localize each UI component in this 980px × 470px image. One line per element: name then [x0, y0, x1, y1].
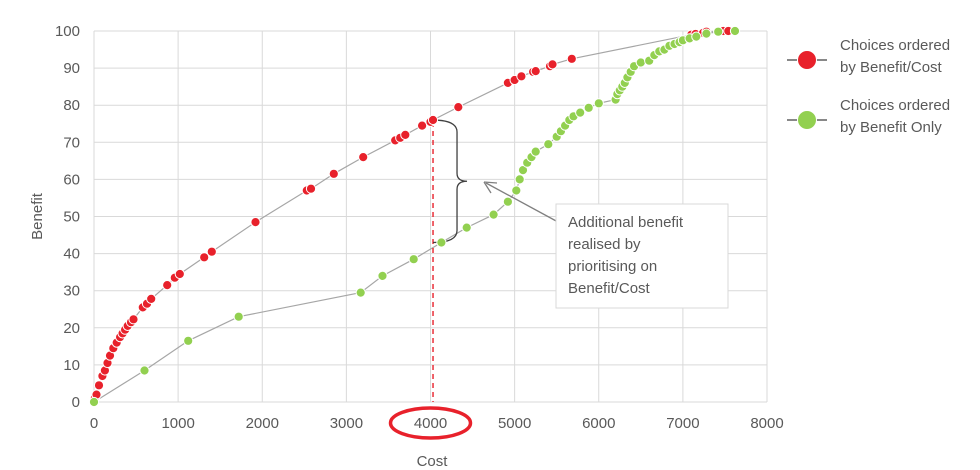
- circled-tick-highlight: [388, 406, 473, 440]
- callout-text-line: Additional benefit: [568, 214, 684, 231]
- y-tick-label: 100: [55, 23, 80, 40]
- legend: Choices ordered by Benefit/Cost Choices …: [787, 37, 950, 136]
- legend-label-line: by Benefit/Cost: [840, 59, 943, 76]
- data-point: [488, 209, 499, 220]
- y-tick-label: 30: [63, 283, 80, 300]
- curly-bracket: [433, 119, 468, 244]
- callout-arrow-head: [483, 181, 498, 194]
- y-axis-label: Benefit: [29, 192, 46, 240]
- legend-label-line: Choices ordered: [840, 97, 950, 114]
- data-point: [530, 66, 541, 77]
- callout-text-line: prioritising on: [568, 258, 657, 275]
- data-point: [206, 246, 217, 257]
- series-points: [88, 25, 741, 408]
- y-tick-label: 40: [63, 246, 80, 263]
- data-point: [400, 129, 411, 140]
- data-point: [162, 280, 173, 291]
- data-point: [139, 365, 150, 376]
- data-point: [88, 396, 100, 408]
- y-tick-label: 90: [63, 60, 80, 77]
- data-point: [417, 120, 428, 131]
- legend-entry-benefit-cost[interactable]: Choices ordered by Benefit/Cost: [787, 37, 950, 76]
- legend-entry-benefit-only[interactable]: Choices ordered by Benefit Only: [787, 97, 950, 136]
- data-point: [566, 53, 577, 64]
- data-point: [691, 31, 702, 42]
- callout-border: [555, 203, 729, 309]
- callout-text-line: Benefit/Cost: [568, 280, 651, 297]
- data-point: [183, 335, 194, 346]
- x-tick-label: 4000: [414, 415, 447, 432]
- data-point: [461, 222, 472, 233]
- data-point: [328, 168, 339, 179]
- legend-marker: [797, 110, 817, 130]
- y-tick-label: 10: [63, 357, 80, 374]
- data-point: [199, 252, 210, 263]
- data-point: [583, 102, 594, 113]
- y-tick-label: 60: [63, 171, 80, 188]
- legend-label-line: by Benefit Only: [840, 119, 942, 136]
- y-tick-label: 0: [72, 394, 80, 411]
- y-tick-label: 20: [63, 320, 80, 337]
- data-point: [250, 217, 261, 228]
- callout-text-line: realised by: [568, 236, 641, 253]
- x-tick-label: 0: [90, 415, 98, 432]
- data-point: [436, 237, 447, 248]
- data-point: [355, 287, 366, 298]
- y-tick-label: 70: [63, 134, 80, 151]
- data-point: [174, 268, 185, 280]
- legend-marker: [797, 50, 817, 70]
- data-point: [635, 57, 646, 68]
- data-point: [358, 152, 369, 163]
- x-tick-label: 5000: [498, 415, 531, 432]
- y-axis-ticks: 0 10 20 30 40 50 60 70 80 90 100: [55, 23, 80, 411]
- data-point: [575, 107, 586, 118]
- data-point: [93, 380, 105, 391]
- data-point: [593, 98, 604, 109]
- data-point: [514, 174, 525, 185]
- data-point: [146, 293, 157, 304]
- x-axis-label: Cost: [417, 453, 449, 470]
- data-point: [128, 314, 139, 325]
- callout-arrow-line: [485, 182, 559, 223]
- data-point: [729, 25, 741, 37]
- data-point: [713, 26, 724, 37]
- callout-box: Additional benefit realised by prioritis…: [555, 203, 729, 309]
- data-point: [511, 185, 522, 196]
- data-point: [377, 270, 388, 281]
- data-point: [502, 196, 513, 207]
- x-tick-label: 7000: [666, 415, 699, 432]
- x-tick-label: 8000: [750, 415, 783, 432]
- x-tick-label: 2000: [246, 415, 279, 432]
- x-tick-label: 3000: [330, 415, 363, 432]
- x-tick-label: 1000: [161, 415, 194, 432]
- data-point: [427, 114, 439, 126]
- data-point: [516, 71, 527, 82]
- annotations: [388, 119, 559, 440]
- data-point: [453, 102, 464, 113]
- data-point: [547, 59, 558, 70]
- y-tick-label: 50: [63, 209, 80, 226]
- x-tick-label: 6000: [582, 415, 615, 432]
- data-point: [305, 183, 317, 194]
- y-tick-label: 80: [63, 97, 80, 114]
- data-point: [701, 28, 712, 39]
- x-axis-ticks: 0 1000 2000 3000 4000 5000 6000 7000 8000: [90, 415, 784, 432]
- legend-label-line: Choices ordered: [840, 37, 950, 54]
- data-point: [530, 146, 541, 157]
- data-point: [408, 254, 419, 265]
- data-point: [233, 311, 244, 322]
- data-point: [543, 139, 554, 150]
